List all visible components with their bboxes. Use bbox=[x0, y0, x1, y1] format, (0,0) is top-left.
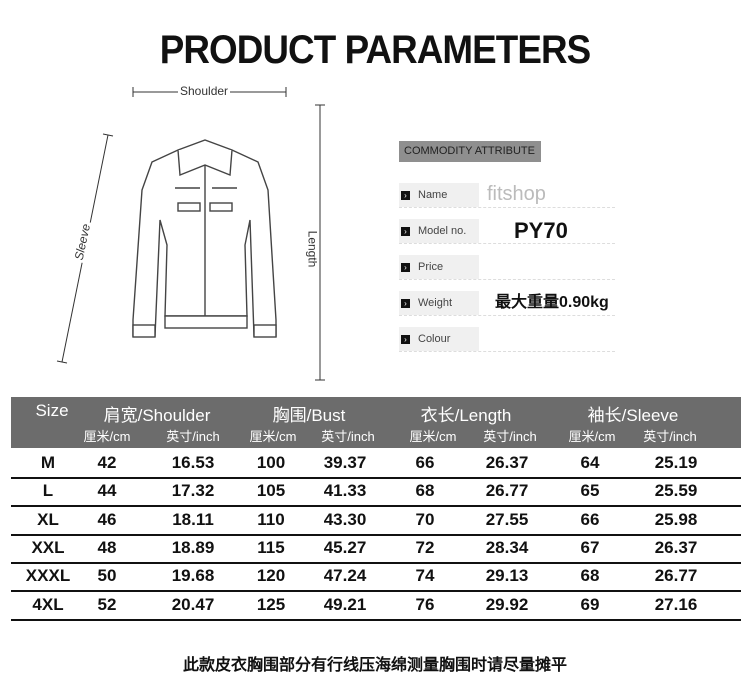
value-cell: 49.21 bbox=[323, 594, 367, 614]
value-cell: 74 bbox=[415, 566, 435, 586]
value-cell: 18.11 bbox=[172, 509, 214, 529]
page-title: PRODUCT PARAMETERS bbox=[159, 28, 591, 72]
value-cell: 69 bbox=[580, 594, 600, 614]
value-cell: 115 bbox=[257, 537, 285, 557]
group-header: 肩宽/Shoulder bbox=[103, 406, 211, 425]
unit-header: 厘米/cm bbox=[409, 429, 457, 444]
unit-header: 厘米/cm bbox=[249, 429, 297, 444]
weight-value: 最大重量0.90kg bbox=[495, 294, 609, 311]
value-cell: 39.37 bbox=[323, 453, 367, 472]
value-cell: 45.27 bbox=[323, 537, 367, 557]
table-row: XXXL 50 19.68 120 47.24 74 29.13 68 26.77 bbox=[11, 562, 741, 593]
value-cell: 19.68 bbox=[171, 566, 215, 586]
value-cell: 17.32 bbox=[171, 481, 215, 501]
unit-header: 厘米/cm bbox=[568, 429, 616, 444]
unit-header: 英寸/inch bbox=[483, 429, 537, 444]
value-cell: 20.47 bbox=[171, 594, 215, 614]
value-cell: 72 bbox=[415, 537, 435, 557]
value-cell: 65 bbox=[580, 481, 600, 501]
value-cell: 125 bbox=[256, 594, 286, 614]
footer-note: 此款皮衣胸围部分有行线压海绵测量胸围时请尽量摊平 bbox=[182, 657, 567, 674]
table-row: XXL 48 18.89 115 45.27 72 28.34 67 26.37 bbox=[11, 534, 741, 564]
value-cell: 16.53 bbox=[171, 453, 215, 472]
value-cell: 50 bbox=[97, 566, 117, 586]
attribute-key: Colour bbox=[418, 333, 451, 345]
value-cell: 29.92 bbox=[485, 594, 529, 614]
group-header: 衣长/Length bbox=[420, 406, 512, 425]
arrow-icon: › bbox=[401, 262, 410, 272]
value-cell: 67 bbox=[580, 537, 600, 557]
size-cell: L bbox=[42, 481, 54, 501]
value-cell: 52 bbox=[97, 594, 117, 614]
value-cell: 43.30 bbox=[323, 509, 367, 529]
attribute-row-model: › Model no. PY70 bbox=[399, 219, 615, 244]
value-cell: 47.24 bbox=[323, 566, 367, 586]
value-cell: 25.19 bbox=[654, 453, 698, 472]
value-cell: 64 bbox=[580, 453, 600, 472]
attribute-row-colour: › Colour bbox=[399, 327, 615, 352]
arrow-icon: › bbox=[401, 190, 410, 200]
value-cell: 100 bbox=[256, 453, 286, 472]
value-cell: 26.77 bbox=[485, 481, 529, 501]
table-row: 4XL 52 20.47 125 49.21 76 29.92 69 27.16 bbox=[11, 591, 741, 621]
attribute-row-price: › Price bbox=[399, 255, 615, 280]
value-cell: 41.33 bbox=[323, 481, 367, 501]
table-row: L 44 17.32 105 41.33 68 26.77 65 25.59 bbox=[11, 477, 741, 508]
size-cell: 4XL bbox=[32, 594, 64, 614]
attribute-key: Price bbox=[418, 261, 444, 273]
value-cell: 68 bbox=[580, 566, 600, 586]
value-cell: 66 bbox=[415, 453, 435, 472]
size-header: Size bbox=[35, 401, 69, 420]
value-cell: 70 bbox=[415, 509, 435, 529]
table-row: M 42 16.53 100 39.37 66 26.37 64 25.19 bbox=[11, 449, 741, 479]
shoulder-label: Shoulder bbox=[178, 84, 231, 98]
attribute-row-name: › Name fitshop bbox=[399, 183, 615, 208]
brand-logo: fitshop bbox=[487, 183, 546, 205]
value-cell: 26.37 bbox=[485, 453, 529, 472]
value-cell: 76 bbox=[415, 594, 435, 614]
attribute-key: Name bbox=[418, 189, 448, 201]
arrow-icon: › bbox=[401, 226, 410, 236]
unit-header: 厘米/cm bbox=[83, 429, 131, 444]
value-cell: 18.89 bbox=[171, 537, 215, 557]
value-cell: 105 bbox=[256, 481, 286, 501]
commodity-attribute-heading: COMMODITY ATTRIBUTE bbox=[399, 141, 541, 162]
size-cell: M bbox=[40, 453, 56, 472]
table-header: Size 肩宽/Shoulder 胸围/Bust 衣长/Length 袖长/Sl… bbox=[11, 397, 741, 448]
value-cell: 28.34 bbox=[485, 537, 529, 557]
attribute-key: Weight bbox=[418, 297, 453, 309]
size-cell: XXL bbox=[31, 537, 65, 557]
table-row: XL 46 18.11 110 43.30 70 27.55 66 25.98 bbox=[11, 506, 741, 536]
model-value: PY70 bbox=[514, 218, 568, 243]
arrow-icon: › bbox=[401, 298, 410, 308]
group-header: 袖长/Sleeve bbox=[587, 406, 679, 425]
unit-header: 英寸/inch bbox=[321, 429, 375, 444]
value-cell: 120 bbox=[256, 566, 286, 586]
value-cell: 29.13 bbox=[485, 566, 529, 586]
value-cell: 26.37 bbox=[654, 537, 698, 557]
value-cell: 26.77 bbox=[654, 566, 698, 586]
size-cell: XXXL bbox=[25, 566, 71, 586]
value-cell: 46 bbox=[97, 509, 117, 529]
value-cell: 27.55 bbox=[485, 509, 529, 529]
unit-header: 英寸/inch bbox=[166, 429, 220, 444]
value-cell: 27.16 bbox=[654, 594, 698, 614]
length-label: Length bbox=[305, 228, 320, 270]
attribute-row-weight: › Weight 最大重量0.90kg bbox=[399, 291, 615, 316]
value-cell: 44 bbox=[97, 481, 117, 501]
value-cell: 110 bbox=[257, 509, 285, 529]
value-cell: 25.59 bbox=[654, 481, 698, 501]
value-cell: 68 bbox=[415, 481, 435, 501]
arrow-icon: › bbox=[401, 334, 410, 344]
value-cell: 42 bbox=[97, 453, 117, 472]
unit-header: 英寸/inch bbox=[643, 429, 697, 444]
value-cell: 66 bbox=[580, 509, 600, 529]
value-cell: 48 bbox=[97, 537, 117, 557]
value-cell: 25.98 bbox=[654, 509, 698, 529]
attribute-key: Model no. bbox=[418, 225, 467, 237]
jacket-diagram bbox=[56, 87, 325, 381]
size-cell: XL bbox=[37, 509, 59, 529]
group-header: 胸围/Bust bbox=[272, 406, 346, 425]
